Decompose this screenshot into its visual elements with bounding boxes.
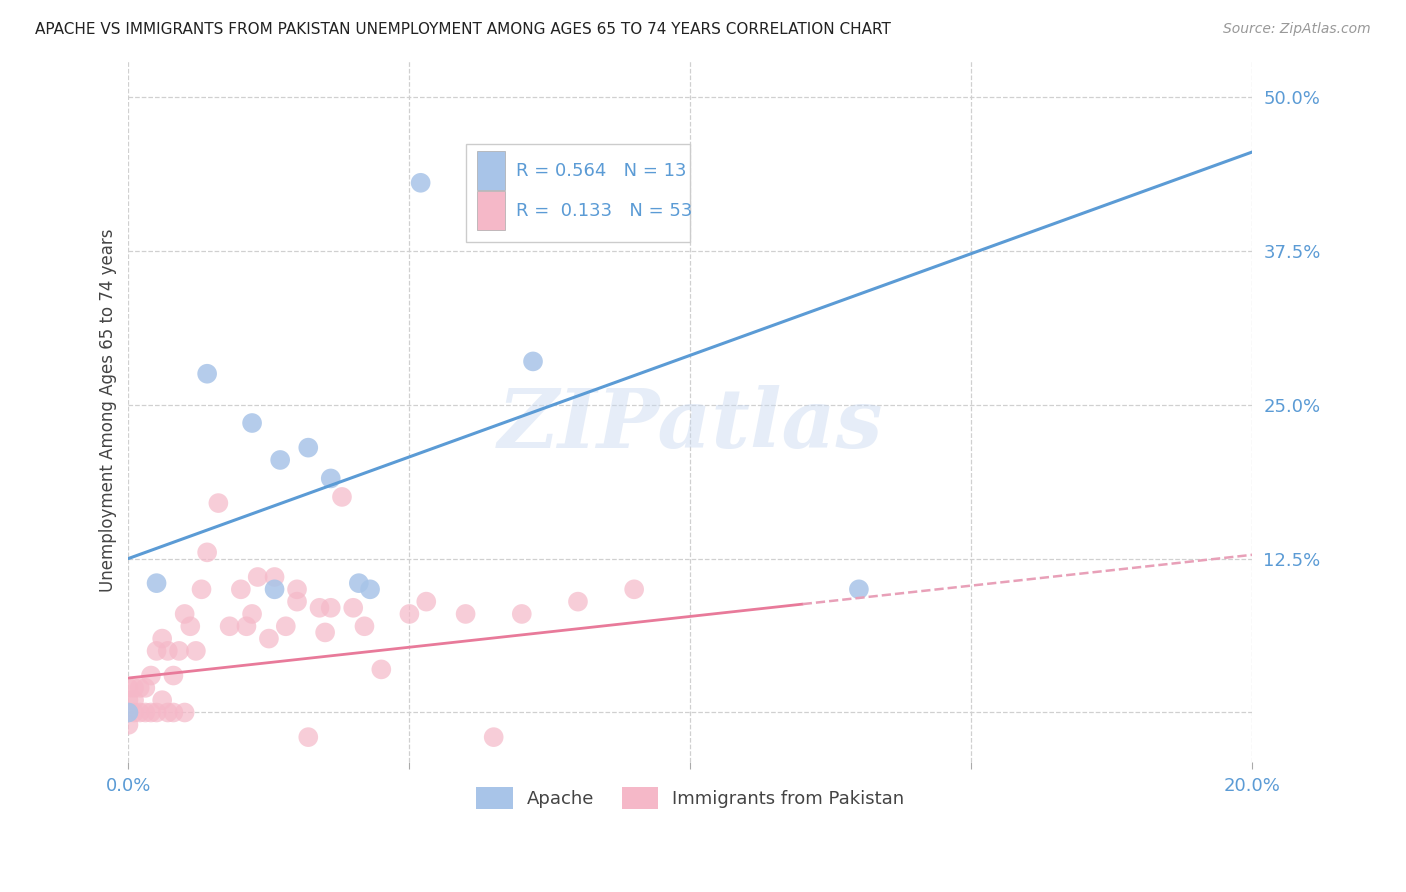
Point	[207, 496, 229, 510]
Point	[330, 490, 353, 504]
Point	[150, 632, 173, 646]
Point	[263, 582, 285, 597]
Point	[297, 441, 319, 455]
FancyBboxPatch shape	[465, 144, 690, 242]
Point	[134, 706, 156, 720]
Point	[263, 570, 285, 584]
Point	[848, 582, 870, 597]
Point	[359, 582, 381, 597]
Text: ZIPatlas: ZIPatlas	[498, 384, 883, 465]
Point	[184, 644, 207, 658]
Point	[173, 607, 195, 621]
Legend: Apache, Immigrants from Pakistan: Apache, Immigrants from Pakistan	[470, 780, 911, 816]
Point	[567, 594, 589, 608]
Point	[269, 453, 291, 467]
FancyBboxPatch shape	[477, 191, 505, 230]
Point	[342, 600, 364, 615]
Point	[347, 576, 370, 591]
Point	[190, 582, 212, 597]
Point	[156, 706, 179, 720]
FancyBboxPatch shape	[477, 152, 505, 190]
Text: R = 0.564   N = 13: R = 0.564 N = 13	[516, 161, 686, 179]
Point	[145, 644, 167, 658]
Point	[139, 706, 162, 720]
Point	[117, 718, 139, 732]
Point	[218, 619, 240, 633]
Point	[297, 730, 319, 744]
Point	[274, 619, 297, 633]
Text: APACHE VS IMMIGRANTS FROM PAKISTAN UNEMPLOYMENT AMONG AGES 65 TO 74 YEARS CORREL: APACHE VS IMMIGRANTS FROM PAKISTAN UNEMP…	[35, 22, 891, 37]
Point	[510, 607, 533, 621]
Point	[240, 416, 263, 430]
Point	[122, 693, 145, 707]
Point	[122, 681, 145, 695]
Point	[167, 644, 190, 658]
Point	[398, 607, 420, 621]
Point	[319, 600, 342, 615]
Point	[117, 681, 139, 695]
Point	[623, 582, 645, 597]
Text: Source: ZipAtlas.com: Source: ZipAtlas.com	[1223, 22, 1371, 37]
Text: R =  0.133   N = 53: R = 0.133 N = 53	[516, 202, 693, 219]
Point	[150, 693, 173, 707]
Point	[415, 594, 437, 608]
Point	[370, 662, 392, 676]
Point	[246, 570, 269, 584]
Point	[128, 681, 150, 695]
Point	[522, 354, 544, 368]
Point	[145, 576, 167, 591]
Point	[235, 619, 257, 633]
Point	[195, 545, 218, 559]
Point	[482, 730, 505, 744]
Point	[128, 706, 150, 720]
Point	[117, 693, 139, 707]
Point	[195, 367, 218, 381]
Point	[173, 706, 195, 720]
Point	[139, 668, 162, 682]
Point	[257, 632, 280, 646]
Point	[162, 668, 184, 682]
Point	[319, 471, 342, 485]
Y-axis label: Unemployment Among Ages 65 to 74 years: Unemployment Among Ages 65 to 74 years	[100, 229, 117, 592]
Point	[162, 706, 184, 720]
Point	[229, 582, 252, 597]
Point	[134, 681, 156, 695]
Point	[179, 619, 201, 633]
Point	[285, 582, 308, 597]
Point	[308, 600, 330, 615]
Point	[122, 706, 145, 720]
Point	[454, 607, 477, 621]
Point	[285, 594, 308, 608]
Point	[314, 625, 336, 640]
Point	[353, 619, 375, 633]
Point	[156, 644, 179, 658]
Point	[145, 706, 167, 720]
Point	[117, 706, 139, 720]
Point	[409, 176, 432, 190]
Point	[240, 607, 263, 621]
